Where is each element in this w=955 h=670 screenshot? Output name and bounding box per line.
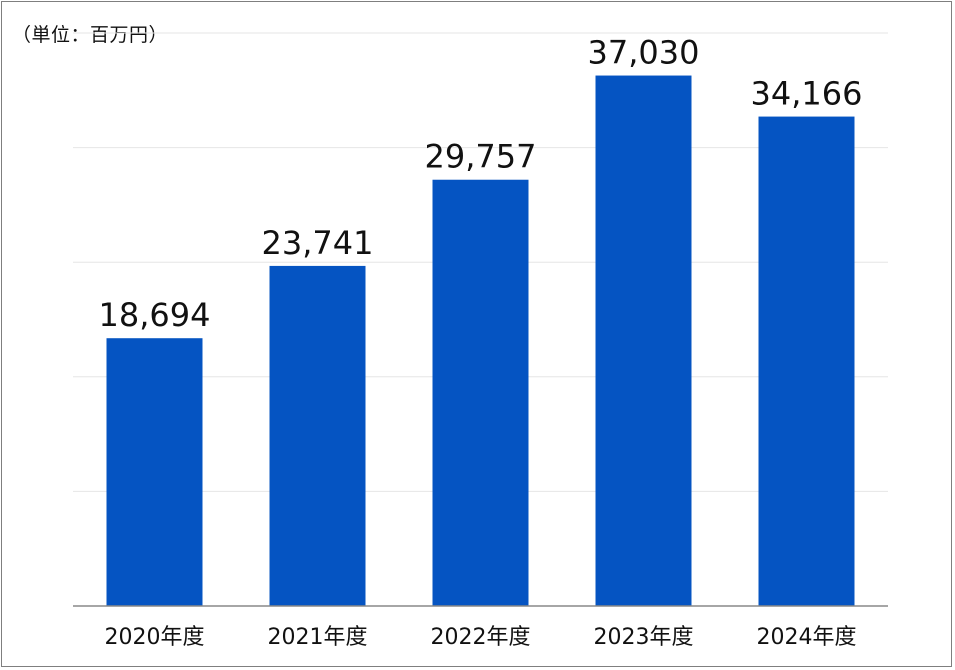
category-label: 2023年度 bbox=[594, 625, 694, 650]
value-label: 29,757 bbox=[425, 138, 537, 176]
category-label: 2020年度 bbox=[105, 625, 205, 650]
category-labels: 2020年度 2021年度 2022年度 2023年度 2024年度 bbox=[105, 625, 857, 650]
unit-label: （単位：百万円） bbox=[12, 24, 169, 46]
category-label: 2024年度 bbox=[757, 625, 857, 650]
value-labels: 18,694 23,741 29,757 37,030 34,166 bbox=[99, 34, 863, 335]
bar-2021年度 bbox=[269, 265, 366, 606]
bar-2024年度 bbox=[758, 116, 855, 606]
category-label: 2021年度 bbox=[268, 625, 368, 650]
bar-2023年度 bbox=[595, 75, 692, 607]
bars bbox=[106, 75, 855, 607]
bar-2020年度 bbox=[106, 338, 203, 606]
value-label: 37,030 bbox=[588, 34, 700, 72]
category-label: 2022年度 bbox=[431, 625, 531, 650]
bar-2022年度 bbox=[432, 179, 529, 607]
value-label: 34,166 bbox=[751, 75, 863, 113]
value-label: 23,741 bbox=[262, 224, 374, 262]
value-label: 18,694 bbox=[99, 296, 211, 334]
